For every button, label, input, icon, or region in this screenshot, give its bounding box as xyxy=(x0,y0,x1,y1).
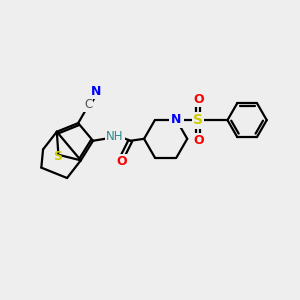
Text: NH: NH xyxy=(106,130,123,143)
Text: S: S xyxy=(53,150,62,163)
Text: O: O xyxy=(194,93,204,106)
Text: N: N xyxy=(91,85,101,98)
Text: N: N xyxy=(171,112,182,126)
Text: C: C xyxy=(84,98,92,111)
Text: O: O xyxy=(116,155,127,168)
Text: O: O xyxy=(194,134,204,147)
Text: S: S xyxy=(193,113,203,127)
